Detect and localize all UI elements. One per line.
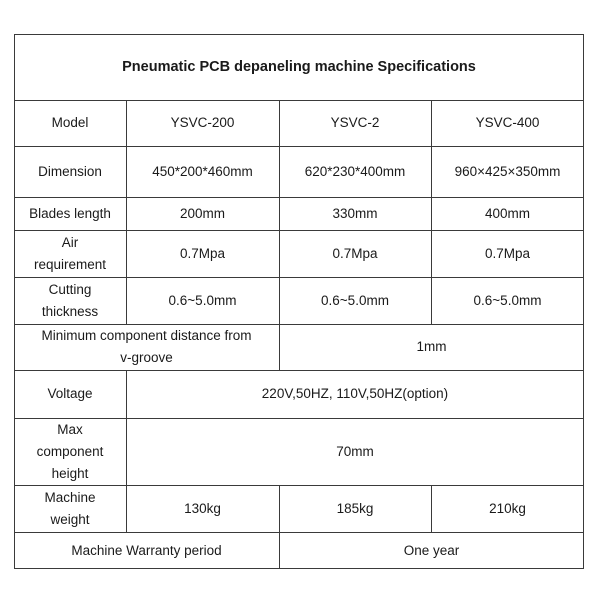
row-divider: [14, 197, 584, 198]
air-requirement-label: Air requirement: [14, 230, 126, 277]
column-divider: [431, 100, 432, 324]
machine-weight-label-line-2: weight: [50, 511, 90, 527]
row-divider: [14, 532, 584, 533]
max-component-height-label-line-2: component: [36, 443, 104, 459]
row-divider: [14, 230, 584, 231]
blades-length-value-2: 330mm: [332, 205, 378, 221]
voltage-label: Voltage: [47, 386, 93, 401]
max-component-height-label-line-1: Max: [57, 421, 83, 437]
blades-length-value-1: 200mm: [179, 205, 225, 221]
cutting-thickness-value-1: 0.6~5.0mm: [168, 292, 237, 308]
min-component-distance-label: Minimum component distance from v-groove: [14, 324, 279, 370]
cutting-thickness-row: Cutting thickness 0.6~5.0mm 0.6~5.0mm 0.…: [14, 277, 584, 324]
air-requirement-value-2: 0.7Mpa: [332, 245, 378, 261]
max-component-height-label: Max component height: [14, 418, 126, 485]
border-right: [583, 34, 584, 569]
column-divider: [431, 485, 432, 532]
model-label: Model: [51, 115, 89, 130]
row-divider: [14, 324, 584, 325]
model-value-1: YSVC-200: [170, 115, 235, 130]
row-divider: [14, 370, 584, 371]
max-component-height-value: 70mm: [336, 443, 374, 459]
column-divider: [279, 100, 280, 370]
air-requirement-value-1: 0.7Mpa: [179, 245, 226, 261]
min-component-distance-value: 1mm: [416, 339, 447, 354]
dimension-value-2: 620*230*400mm: [304, 163, 406, 179]
row-divider: [14, 418, 584, 419]
min-component-distance-label-line-2: v-groove: [120, 350, 173, 365]
column-divider: [126, 100, 127, 324]
max-component-height-row: Max component height 70mm: [14, 418, 584, 485]
column-divider: [126, 370, 127, 532]
specifications-table: Pneumatic PCB depaneling machine Specifi…: [14, 34, 584, 569]
row-divider: [14, 277, 584, 278]
machine-weight-row: Machine weight 130kg 185kg 210kg: [14, 485, 584, 532]
border-left: [14, 34, 15, 569]
cutting-thickness-label-line-2: thickness: [41, 303, 99, 319]
row-divider: [14, 146, 584, 147]
min-component-distance-label-line-1: Minimum component distance from: [41, 328, 252, 343]
border-bottom: [14, 568, 584, 569]
blades-length-row: Blades length 200mm 330mm 400mm: [14, 197, 584, 230]
machine-weight-value-1: 130kg: [184, 500, 221, 516]
cutting-thickness-value-3: 0.6~5.0mm: [473, 292, 542, 308]
model-value-2: YSVC-2: [330, 115, 380, 130]
cutting-thickness-value-2: 0.6~5.0mm: [321, 292, 389, 308]
dimension-row: Dimension 450*200*460mm 620*230*400mm 96…: [14, 146, 584, 197]
model-value-3: YSVC-400: [475, 115, 540, 130]
model-row: Model YSVC-200 YSVC-2 YSVC-400: [14, 100, 584, 146]
column-divider: [279, 485, 280, 569]
voltage-row: Voltage 220V,50HZ, 110V,50HZ(option): [14, 370, 584, 418]
row-divider: [14, 100, 584, 101]
air-requirement-value-3: 0.7Mpa: [484, 245, 531, 261]
cutting-thickness-label: Cutting thickness: [14, 277, 126, 324]
title-row: Pneumatic PCB depaneling machine Specifi…: [14, 34, 584, 100]
border-top: [14, 34, 584, 35]
blades-length-value-3: 400mm: [484, 205, 530, 221]
table-title: Pneumatic PCB depaneling machine Specifi…: [122, 59, 476, 75]
air-requirement-label-line-1: Air: [61, 234, 79, 250]
machine-weight-value-3: 210kg: [489, 500, 526, 516]
min-component-distance-row: Minimum component distance from v-groove…: [14, 324, 584, 370]
dimension-value-3: 960×425×350mm: [454, 163, 561, 179]
voltage-value: 220V,50HZ, 110V,50HZ(option): [261, 386, 449, 401]
dimension-label: Dimension: [38, 163, 102, 179]
warranty-value: One year: [403, 542, 460, 558]
max-component-height-label-line-3: height: [51, 465, 89, 481]
cutting-thickness-label-line-1: Cutting: [48, 281, 92, 297]
dimension-value-1: 450*200*460mm: [152, 163, 253, 179]
machine-weight-value-2: 185kg: [336, 500, 374, 516]
blades-length-label: Blades length: [29, 205, 111, 221]
machine-weight-label: Machine weight: [14, 485, 126, 532]
warranty-label: Machine Warranty period: [71, 542, 222, 558]
warranty-row: Machine Warranty period One year: [14, 532, 584, 569]
air-requirement-label-line-2: requirement: [33, 256, 107, 272]
row-divider: [14, 485, 584, 486]
machine-weight-label-line-1: Machine: [44, 489, 96, 505]
air-requirement-row: Air requirement 0.7Mpa 0.7Mpa 0.7Mpa: [14, 230, 584, 277]
